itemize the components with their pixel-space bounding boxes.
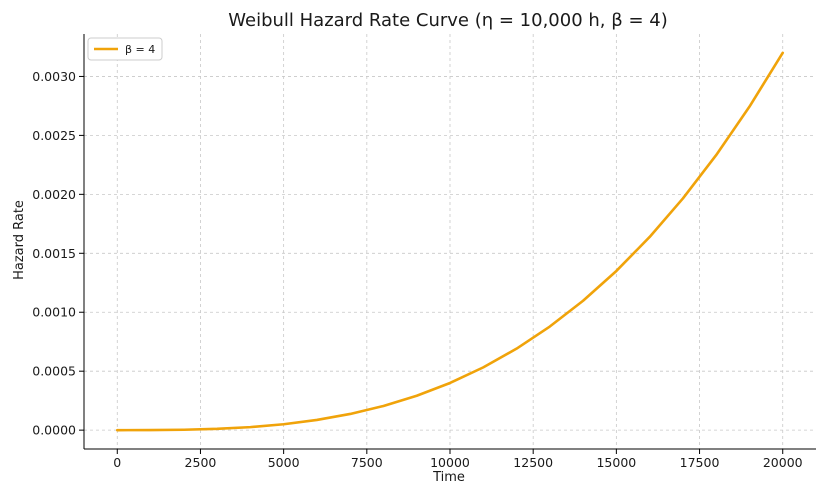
grid xyxy=(84,34,816,449)
x-axis-label: Time xyxy=(432,470,465,485)
x-tick-label: 2500 xyxy=(185,455,217,470)
x-tick-label: 5000 xyxy=(268,455,300,470)
x-tick-label: 20000 xyxy=(763,455,803,470)
x-tick-label: 10000 xyxy=(430,455,470,470)
x-tick-label: 15000 xyxy=(596,455,636,470)
x-tick-label: 0 xyxy=(113,455,121,470)
x-axis-ticks: 0 2500 5000 7500 10000 12500 15000 17500 20000 xyxy=(113,449,803,470)
series-line xyxy=(115,51,785,432)
y-axis-label: Hazard Rate xyxy=(12,200,27,280)
y-tick-label: 0.0005 xyxy=(32,364,76,379)
y-tick-label: 0.0020 xyxy=(32,187,76,202)
y-tick-label: 0.0010 xyxy=(32,305,76,320)
x-tick-label: 7500 xyxy=(351,455,383,470)
x-tick-label: 17500 xyxy=(680,455,720,470)
y-tick-label: 0.0030 xyxy=(32,69,76,84)
x-tick-label: 12500 xyxy=(513,455,553,470)
chart-title: Weibull Hazard Rate Curve (η = 10,000 h,… xyxy=(228,10,667,31)
y-tick-label: 0.0015 xyxy=(32,246,76,261)
legend: β = 4 xyxy=(87,37,163,61)
series-layer xyxy=(115,51,785,432)
legend-label: β = 4 xyxy=(125,43,155,56)
y-tick-label: 0.0025 xyxy=(32,128,76,143)
legend-box xyxy=(87,37,163,61)
y-axis-ticks: 0.0000 0.0005 0.0010 0.0015 0.0020 0.0025 0.00… xyxy=(32,69,84,438)
y-tick-label: 0.0000 xyxy=(32,423,76,438)
